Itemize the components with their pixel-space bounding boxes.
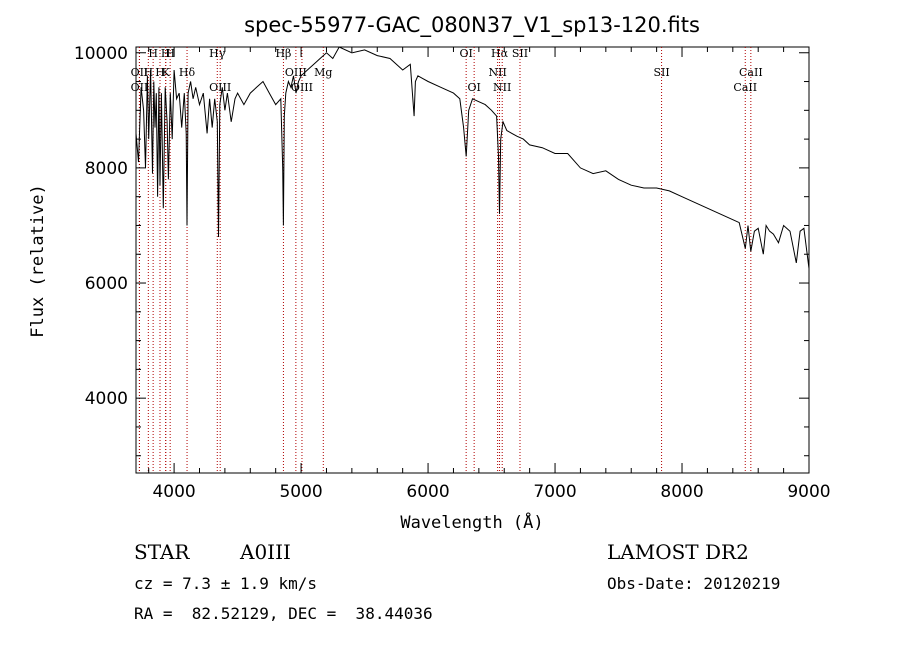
spectrum-series-line xyxy=(135,46,810,269)
spectral-line-label: H xyxy=(155,66,165,79)
spectral-line-label: CaII xyxy=(733,81,757,94)
spectral-line-label: OII xyxy=(131,81,149,94)
x-axis-label: Wavelength (Å) xyxy=(400,511,543,533)
spectral-line-label: Hα xyxy=(491,47,509,60)
obs-date-readout: Obs-Date: 20120219 xyxy=(607,574,781,593)
y-axis-label: Flux (relative) xyxy=(28,184,48,338)
x-tick-label: 6000 xyxy=(406,482,449,502)
spectral-line-label: Mg xyxy=(314,66,332,79)
axes: 4000 5000 6000 7000 8000 9000 4000 6000 8000 1000… xyxy=(74,44,831,502)
spectral-line-label: H xyxy=(165,47,175,60)
y-tick-label: 8000 xyxy=(85,159,128,179)
spectral-line-label: H xyxy=(144,66,154,79)
spectral-line-label: CaII xyxy=(739,66,763,79)
object-type: STAR xyxy=(134,540,190,564)
spectral-line-label: OI xyxy=(467,81,480,94)
spectral-line-label: Hδ xyxy=(179,66,196,79)
y-tick-label: 6000 xyxy=(85,274,128,294)
spectral-line-label: OIII xyxy=(209,81,231,94)
spectral-line-label: OI xyxy=(459,47,472,60)
spectral-line-label: SII xyxy=(653,66,669,79)
plot-frame xyxy=(135,46,810,474)
coordinates-readout: RA = 82.52129, DEC = 38.44036 xyxy=(134,604,433,623)
y-tick-label: 10000 xyxy=(74,44,128,64)
spectral-line-label: OIII xyxy=(285,66,307,79)
x-tick-label: 5000 xyxy=(279,482,322,502)
x-tick-label: 8000 xyxy=(660,482,703,502)
survey-name: LAMOST DR2 xyxy=(607,540,749,564)
spectral-line-label: OII xyxy=(131,66,149,79)
y-tick-label: 4000 xyxy=(85,389,128,409)
spectral-line-label: NII xyxy=(493,81,511,94)
spectral-line-label: Hβ xyxy=(275,47,291,60)
spectral-line-label: Hγ xyxy=(209,47,226,60)
x-tick-label: 9000 xyxy=(787,482,830,502)
spectral-line-label: NII xyxy=(488,66,506,79)
redshift-readout: cz = 7.3 ± 1.9 km/s xyxy=(134,574,318,593)
spectral-line-label: SII xyxy=(512,47,528,60)
spectral-subclass: A0III xyxy=(240,540,291,564)
spectral-line-label: K xyxy=(162,66,171,79)
x-tick-label: 7000 xyxy=(533,482,576,502)
spectral-line-label: H xyxy=(148,47,158,60)
x-tick-label: 4000 xyxy=(152,482,195,502)
chart-title: spec-55977-GAC_080N37_V1_sp13-120.fits xyxy=(244,13,700,38)
